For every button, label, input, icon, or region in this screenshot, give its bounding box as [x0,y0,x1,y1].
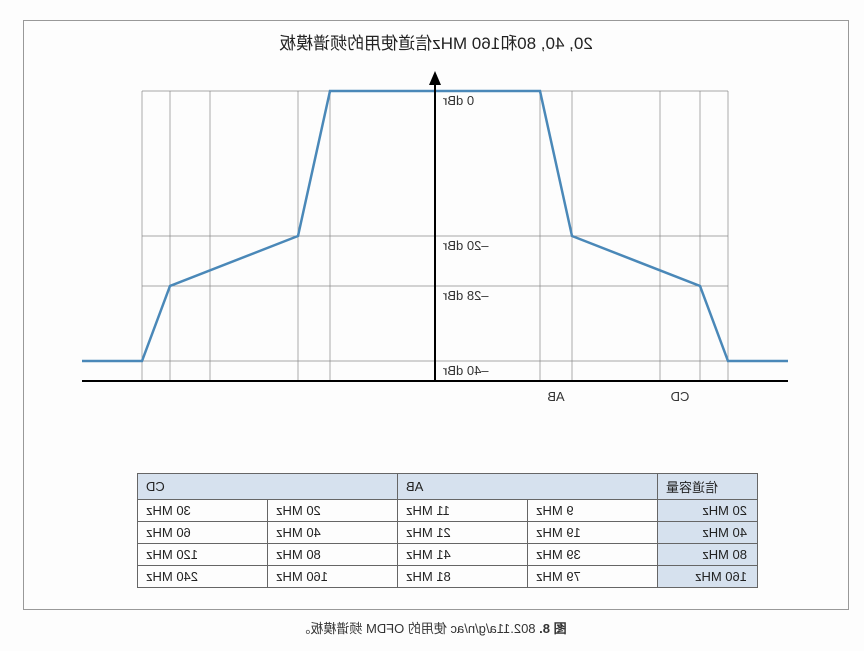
svg-text:–20 dBr: –20 dBr [442,238,488,253]
table-body: 20 MHz9 MHz11 MHz20 MHz30 MHz40 MHz19 MH… [138,500,758,588]
spectrum-chart: 0 dBr –20 dBr –28 dBr –40 dBr AB CD [82,61,788,441]
table-cell: 39 MHz [528,544,658,566]
svg-text:–40 dBr: –40 dBr [442,363,488,378]
figure-frame: 20, 40, 80和160 MHz信道使用的频谱模板 0 dBr –20 dBr… [23,20,849,610]
caption-text: 802.11a/g/n/ac 使用的 OFDM 频谱模板。 [297,621,539,636]
chart-area: 0 dBr –20 dBr –28 dBr –40 dBr AB CD [82,61,788,441]
table-row: 40 MHz19 MHz21 MHz40 MHz60 MHz [138,522,758,544]
table-cell: 20 MHz [268,500,398,522]
table-row: 20 MHz9 MHz11 MHz20 MHz30 MHz [138,500,758,522]
table-cell: 79 MHz [528,566,658,588]
table-cell: 30 MHz [138,500,268,522]
y-axis-arrow [429,71,441,85]
table-cell: 11 MHz [398,500,528,522]
table-row: 80 MHz39 MHz41 MHz80 MHz120 MHz [138,544,758,566]
table-cell: 40 MHz [658,522,758,544]
svg-text:AB: AB [547,389,564,404]
table-cell: 160 MHz [658,566,758,588]
table-cell: 21 MHz [398,522,528,544]
table-cell: 20 MHz [658,500,758,522]
table-row: 160 MHz79 MHz81 MHz160 MHz240 MHz [138,566,758,588]
th-channel: 信道容量 [658,474,758,500]
table-cell: 40 MHz [268,522,398,544]
table-cell: 81 MHz [398,566,528,588]
table-cell: 80 MHz [268,544,398,566]
x-letter-labels: AB CD [547,389,689,404]
chart-title: 20, 40, 80和160 MHz信道使用的频谱模板 [24,29,848,54]
table-cell: 160 MHz [268,566,398,588]
caption-prefix: 图 8. [539,621,566,636]
table-cell: 9 MHz [528,500,658,522]
th-ab: AB [398,474,658,500]
svg-text:CD: CD [671,389,690,404]
table-cell: 80 MHz [658,544,758,566]
table-cell: 240 MHz [138,566,268,588]
db-labels: 0 dBr –20 dBr –28 dBr –40 dBr [442,93,488,378]
figure-caption: 图 8. 802.11a/g/n/ac 使用的 OFDM 频谱模板。 [0,618,864,637]
table-cell: 120 MHz [138,544,268,566]
svg-text:–28 dBr: –28 dBr [442,288,488,303]
th-cd: CD [138,474,398,500]
table-cell: 19 MHz [528,522,658,544]
table-cell: 60 MHz [138,522,268,544]
table-cell: 41 MHz [398,544,528,566]
table-header-row: 信道容量 AB CD [138,474,758,500]
svg-text:0 dBr: 0 dBr [442,93,474,108]
frequency-table: 信道容量 AB CD 20 MHz9 MHz11 MHz20 MHz30 MHz… [137,473,758,588]
